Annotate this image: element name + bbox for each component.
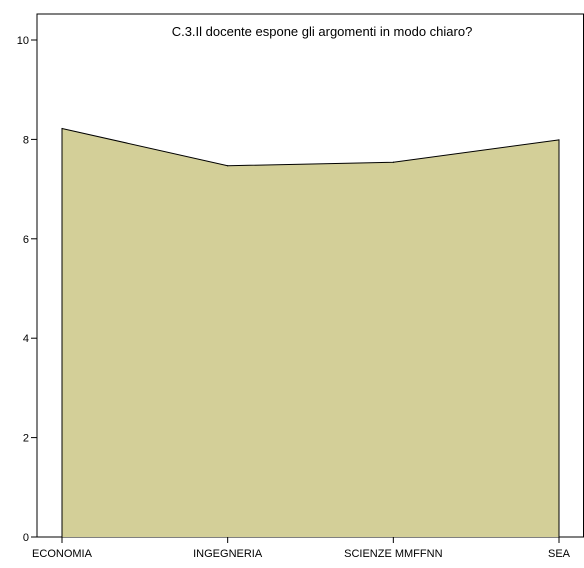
y-tick-label-2: 4: [23, 333, 29, 345]
area-line-series-0: [61, 127, 560, 167]
x-tick-label-3: SEA: [548, 548, 571, 560]
data-point-2: [392, 161, 394, 163]
y-tick-label-3: 6: [23, 234, 29, 246]
data-point-3: [558, 139, 560, 141]
y-tick-label-1: 2: [23, 433, 29, 445]
data-point-1: [227, 165, 229, 167]
x-tick-label-2: SCIENZE MMFFNN: [344, 548, 442, 560]
y-tick-label-4: 8: [23, 134, 29, 146]
x-tick-label-0: ECONOMIA: [32, 548, 93, 560]
data-point-0: [61, 127, 63, 130]
x-axis: ECONOMIA INGEGNERIA SCIENZE MMFFNN SEA: [32, 537, 571, 560]
area-series-group: [61, 127, 560, 537]
y-tick-label-0: 0: [23, 532, 29, 544]
area-fill-series-0: [62, 128, 559, 537]
chart-title: C.3.Il docente espone gli argomenti in m…: [172, 24, 473, 39]
y-axis: 0 2 4 6 8 10: [17, 35, 37, 544]
y-tick-label-5: 10: [17, 35, 29, 47]
x-tick-label-1: INGEGNERIA: [193, 548, 263, 560]
